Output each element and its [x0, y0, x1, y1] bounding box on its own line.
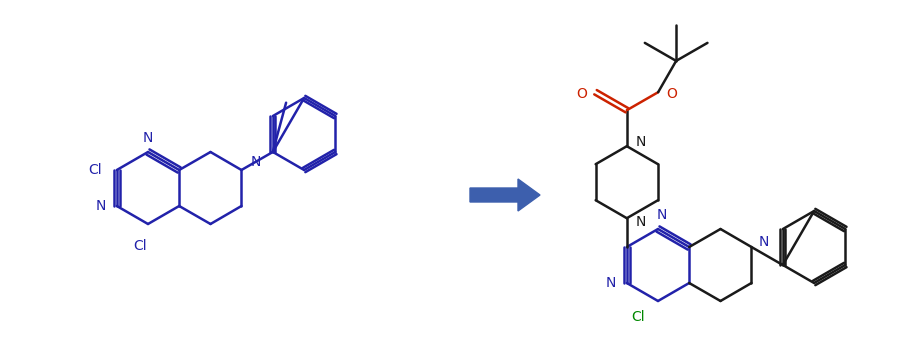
Text: N: N: [606, 276, 616, 290]
Text: N: N: [657, 208, 667, 222]
Text: N: N: [251, 155, 261, 169]
Text: Cl: Cl: [88, 163, 102, 177]
Text: O: O: [576, 87, 587, 101]
Text: N: N: [636, 215, 646, 229]
Text: N: N: [636, 135, 646, 149]
Text: Cl: Cl: [134, 239, 146, 253]
Text: N: N: [759, 235, 769, 249]
Text: N: N: [96, 199, 106, 213]
Text: O: O: [667, 87, 678, 101]
Text: N: N: [143, 131, 153, 145]
Text: Cl: Cl: [631, 310, 645, 324]
FancyArrow shape: [470, 179, 540, 211]
